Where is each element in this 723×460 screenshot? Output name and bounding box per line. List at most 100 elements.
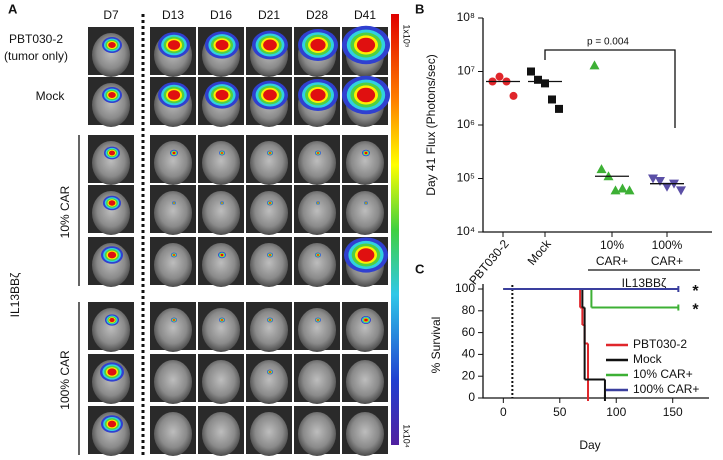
annotation: p = 0.004 <box>587 37 629 48</box>
y-tick-label: 10⁵ <box>457 171 475 185</box>
legend-label: PBT030-2 <box>633 337 687 351</box>
y-tick-label: 0 <box>468 390 475 404</box>
mouse-head <box>202 141 240 185</box>
point <box>555 104 563 113</box>
signal <box>167 90 181 100</box>
point <box>676 186 686 196</box>
y-axis-label: Day 41 Flux (Photons/sec) <box>424 54 438 195</box>
mouse-head <box>250 243 288 287</box>
y-tick-label: 80 <box>462 303 476 317</box>
signal <box>356 37 376 53</box>
y-tick-label: 20 <box>462 368 476 382</box>
mouse-head <box>92 308 130 352</box>
signal <box>167 40 181 50</box>
point <box>648 174 658 184</box>
mouse-head <box>346 141 384 185</box>
signal <box>268 152 272 154</box>
group-label: IL13BBζ <box>8 272 22 317</box>
scale-label: 1x10⁵ <box>402 24 412 48</box>
mouse-head <box>250 141 288 185</box>
row-label: (tumor only) <box>4 49 68 63</box>
mouse-head <box>346 360 384 404</box>
row-label: PBT030-2 <box>9 32 63 46</box>
signal <box>108 150 116 156</box>
mouse-head <box>202 308 240 352</box>
signal <box>215 39 229 51</box>
signal <box>268 371 272 373</box>
x-tick-label: CAR+ <box>651 254 683 268</box>
signal <box>107 420 117 428</box>
signal <box>268 254 272 256</box>
x-tick-label: 50 <box>553 405 567 419</box>
mouse-head <box>154 191 192 235</box>
signal <box>173 202 175 204</box>
mouse-head <box>202 360 240 404</box>
annotation: * <box>692 283 699 300</box>
signal <box>310 88 326 102</box>
legend-label: 10% CAR+ <box>633 367 693 381</box>
annotation: * <box>692 302 699 319</box>
mouse-head <box>154 243 192 287</box>
mouse-head <box>154 360 192 404</box>
signal <box>356 87 376 103</box>
color-bar <box>391 14 399 445</box>
point <box>596 164 607 174</box>
signal <box>221 202 223 204</box>
day-label: D16 <box>210 8 232 22</box>
legend-label: 100% CAR+ <box>633 382 699 396</box>
x-tick-label: Mock <box>525 236 555 268</box>
signal <box>316 319 320 321</box>
mouse-head <box>250 360 288 404</box>
x-tick-label: 0 <box>500 405 507 419</box>
mouse-head <box>298 412 336 456</box>
point <box>527 67 535 76</box>
mouse-head <box>250 308 288 352</box>
y-tick-label: 10⁶ <box>457 117 475 131</box>
signal <box>365 202 367 204</box>
panel-label: C <box>415 261 425 276</box>
mouse-head <box>298 191 336 235</box>
signal <box>310 38 326 52</box>
mouse-head <box>346 191 384 235</box>
panel-label: B <box>415 1 424 16</box>
x-tick-label: 10% <box>600 238 624 252</box>
scale-label: 1x10⁴ <box>402 424 412 448</box>
signal <box>268 319 272 321</box>
signal <box>220 152 224 154</box>
mouse-head <box>202 243 240 287</box>
panel-label: A <box>8 1 18 16</box>
mouse-head <box>250 412 288 456</box>
row-label: 100% CAR <box>58 350 72 410</box>
signal <box>317 202 319 204</box>
panel-a: A PBT030-2 (tumor only) Mock 10% CAR 100… <box>4 1 412 455</box>
signal <box>172 319 176 321</box>
day-label: D7 <box>103 8 119 22</box>
point <box>509 91 518 100</box>
x-tick-label: 100% <box>652 238 683 252</box>
mouse-head <box>346 412 384 456</box>
group-label: IL13BBζ <box>622 276 667 290</box>
mouse-head <box>298 308 336 352</box>
signal <box>220 319 224 321</box>
signal <box>107 368 117 376</box>
mouse-head <box>346 308 384 352</box>
signal <box>263 39 277 51</box>
day-label: D21 <box>258 8 280 22</box>
legend-label: Mock <box>633 352 663 366</box>
day-label: D41 <box>354 8 376 22</box>
y-tick-label: 40 <box>462 347 476 361</box>
mouse-head <box>298 141 336 185</box>
signal <box>357 248 375 262</box>
x-axis-label: Day <box>579 438 600 452</box>
point <box>655 176 665 186</box>
mouse-head <box>250 191 288 235</box>
point <box>589 60 600 70</box>
mouse-head <box>92 141 130 185</box>
signal <box>108 200 116 206</box>
signal <box>364 151 368 155</box>
day-label: D28 <box>306 8 328 22</box>
sig-bracket <box>544 49 676 128</box>
mouse-head <box>154 412 192 456</box>
x-tick-label: 150 <box>663 405 683 419</box>
y-axis-label: % Survival <box>429 317 443 374</box>
